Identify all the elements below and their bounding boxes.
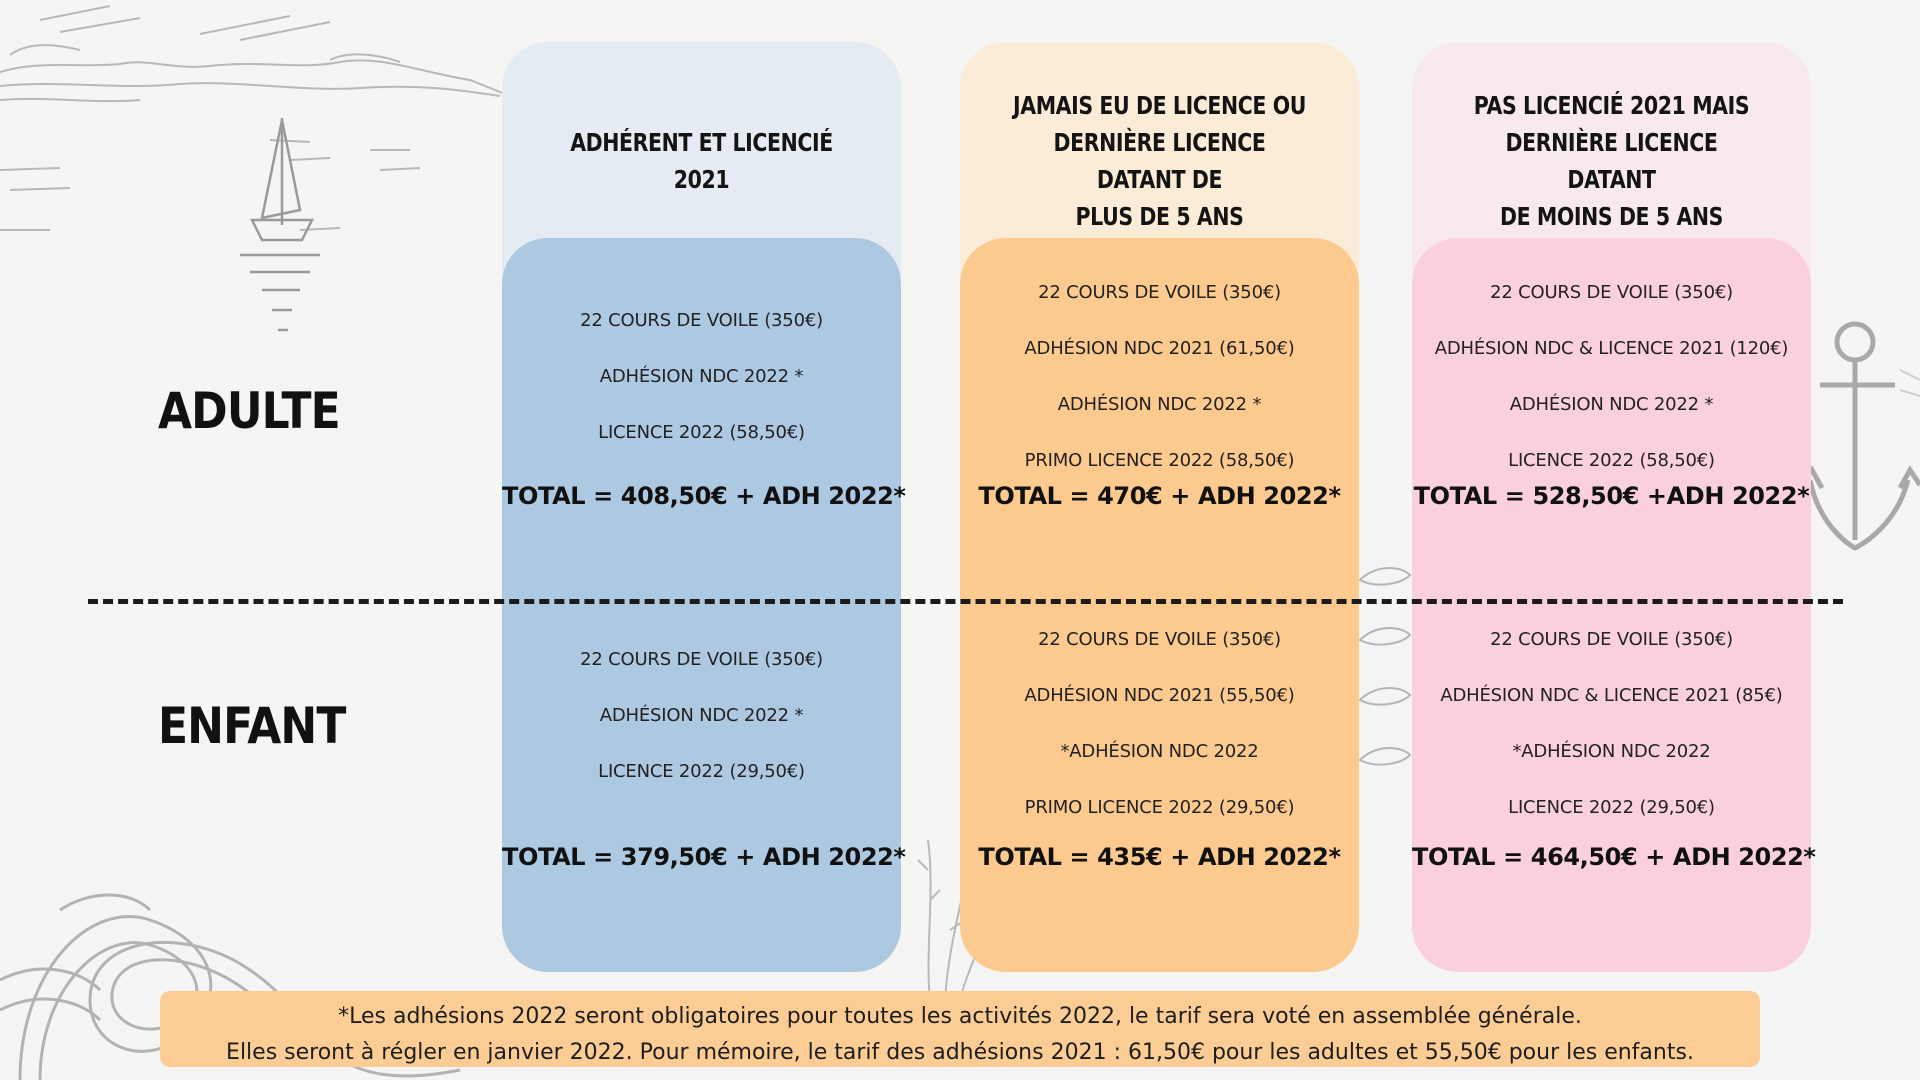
adult-item: ADHÉSION NDC 2022 *	[599, 366, 804, 387]
adult-item: LICENCE 2022 (58,50€)	[598, 422, 805, 443]
adult-item: 22 COURS DE VOILE (350€)	[580, 310, 823, 331]
footnote-line: Elles seront à régler en janvier 2022. P…	[226, 1040, 1694, 1065]
child-item: ADHÉSION NDC & LICENCE 2021 (85€)	[1440, 685, 1783, 706]
column-header: PAS LICENCIÉ 2021 MAIS DERNIÈRE LICENCE …	[1412, 42, 1811, 280]
adult-item: ADHÉSION NDC & LICENCE 2021 (120€)	[1434, 338, 1789, 359]
child-item: *ADHÉSION NDC 2022	[1512, 741, 1711, 762]
adult-item: ADHÉSION NDC 2021 (61,50€)	[1024, 338, 1295, 359]
child-item: LICENCE 2022 (29,50€)	[598, 761, 805, 782]
column-header-text: JAMAIS EU DE LICENCE OU DERNIÈRE LICENCE…	[1013, 91, 1306, 231]
child-item: 22 COURS DE VOILE (350€)	[580, 649, 823, 670]
adult-total: TOTAL = 470€ + ADH 2022*	[978, 482, 1341, 510]
footnote-line: *Les adhésions 2022 seront obligatoires …	[338, 1004, 1582, 1029]
column-header: JAMAIS EU DE LICENCE OU DERNIÈRE LICENCE…	[960, 42, 1359, 280]
child-total: TOTAL = 464,50€ + ADH 2022*	[1412, 843, 1816, 871]
child-item: LICENCE 2022 (29,50€)	[1508, 797, 1715, 818]
adult-total: TOTAL = 528,50€ +ADH 2022*	[1413, 482, 1810, 510]
coastline-sketch	[0, 5, 506, 332]
adult-item: PRIMO LICENCE 2022 (58,50€)	[1024, 450, 1295, 471]
child-total: TOTAL = 379,50€ + ADH 2022*	[502, 843, 906, 871]
footnote-box: *Les adhésions 2022 seront obligatoires …	[160, 991, 1760, 1067]
adult-item: LICENCE 2022 (58,50€)	[1508, 450, 1715, 471]
pricing-column-licensed-2021: ADHÉRENT ET LICENCIÉ 2021 22 COURS DE VO…	[502, 42, 906, 972]
child-item: ADHÉSION NDC 2021 (55,50€)	[1024, 685, 1295, 706]
adult-item: ADHÉSION NDC 2022 *	[1509, 394, 1714, 415]
fish-sketch	[1358, 567, 1412, 766]
row-label-adult: ADULTE	[158, 382, 341, 440]
column-body: 22 COURS DE VOILE (350€) ADHÉSION NDC 20…	[502, 238, 906, 972]
column-body: 22 COURS DE VOILE (350€) ADHÉSION NDC & …	[1412, 238, 1816, 972]
row-label-child: ENFANT	[158, 697, 346, 755]
adult-item: 22 COURS DE VOILE (350€)	[1038, 282, 1281, 303]
child-item: 22 COURS DE VOILE (350€)	[1490, 629, 1733, 650]
adult-item: 22 COURS DE VOILE (350€)	[1490, 282, 1733, 303]
column-header: ADHÉRENT ET LICENCIÉ 2021	[502, 42, 901, 280]
section-divider	[88, 599, 1843, 604]
child-item: PRIMO LICENCE 2022 (29,50€)	[1024, 797, 1295, 818]
pricing-column-new-license: JAMAIS EU DE LICENCE OU DERNIÈRE LICENCE…	[960, 42, 1359, 972]
child-total: TOTAL = 435€ + ADH 2022*	[978, 843, 1341, 871]
adult-item: ADHÉSION NDC 2022 *	[1057, 394, 1262, 415]
child-item: ADHÉSION NDC 2022 *	[599, 705, 804, 726]
column-body: 22 COURS DE VOILE (350€) ADHÉSION NDC 20…	[960, 238, 1359, 972]
child-item: *ADHÉSION NDC 2022	[1060, 741, 1259, 762]
adult-total: TOTAL = 408,50€ + ADH 2022*	[502, 482, 906, 510]
column-header-text: ADHÉRENT ET LICENCIÉ 2021	[570, 128, 833, 194]
child-item: 22 COURS DE VOILE (350€)	[1038, 629, 1281, 650]
column-header-text: PAS LICENCIÉ 2021 MAIS DERNIÈRE LICENCE …	[1473, 91, 1750, 231]
pricing-column-recent-license: PAS LICENCIÉ 2021 MAIS DERNIÈRE LICENCE …	[1412, 42, 1816, 972]
anchor-sketch	[1800, 321, 1920, 551]
